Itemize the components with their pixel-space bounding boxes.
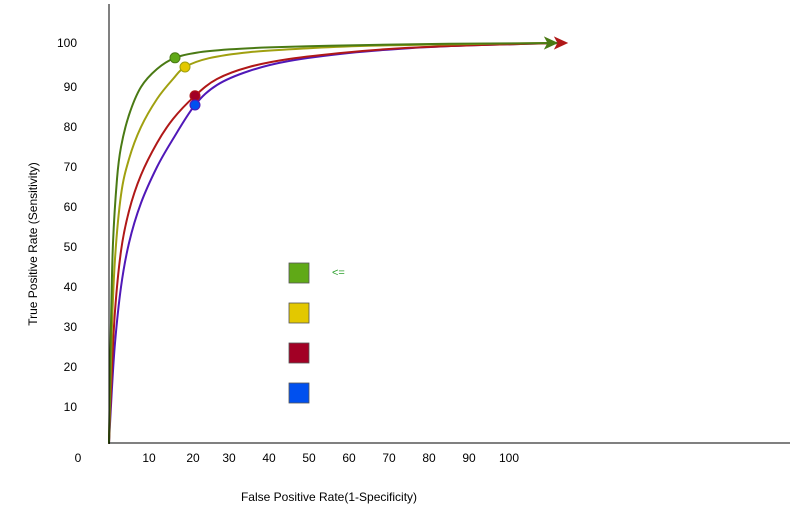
y-tick-label: 60 [64,200,78,214]
roc-curve-3 [108,42,558,444]
x-axis-title: False Positive Rate(1-Specificity) [241,490,417,504]
x-tick-label: 80 [422,451,436,465]
y-tick-label: 50 [64,240,78,254]
y-tick-label: 40 [64,280,78,294]
x-tick-label: 100 [499,451,519,465]
x-tick-label: 30 [222,451,236,465]
operating-point-3 [189,99,201,111]
markers-layer [169,52,201,111]
y-tick-label: 90 [64,80,78,94]
y-tick-label: 10 [64,400,78,414]
operating-point-0 [169,52,181,64]
x-tick-label: 90 [462,451,476,465]
tick-labels-layer: 10 20 30 40 50 60 70 80 90 100 10 20 30 40 50 60 70 80 90 1… [57,36,519,465]
axes-layer [108,4,790,444]
y-tick-label: 80 [64,120,78,134]
series-layer [108,36,569,444]
roc-curve-0 [108,42,556,444]
x-tick-label: 60 [342,451,356,465]
operating-point-1 [179,61,191,73]
roc-curve-2 [108,42,566,444]
x-tick-label: 40 [262,451,276,465]
y-tick-label: 70 [64,160,78,174]
legend-note: <= [332,267,345,279]
arrowhead-icon [543,36,559,50]
y-tick-label: 30 [64,320,78,334]
operating-point-2 [189,90,201,102]
x-tick-label: 10 [142,451,156,465]
legend-swatch-1 [288,302,310,324]
roc-curve-1 [108,42,550,444]
y-axis-title: True Positive Rate (Sensitivity) [26,162,40,326]
legend-swatch-0 [288,262,310,284]
x-tick-label: 70 [382,451,396,465]
y-tick-label: 20 [64,360,78,374]
x-tick-label: 50 [302,451,316,465]
y-tick-label: 100 [57,36,77,50]
x-tick-label: 20 [186,451,200,465]
legend: <= [288,262,345,404]
legend-swatch-2 [288,342,310,364]
origin-label: 0 [75,451,82,465]
legend-swatch-3 [288,382,310,404]
